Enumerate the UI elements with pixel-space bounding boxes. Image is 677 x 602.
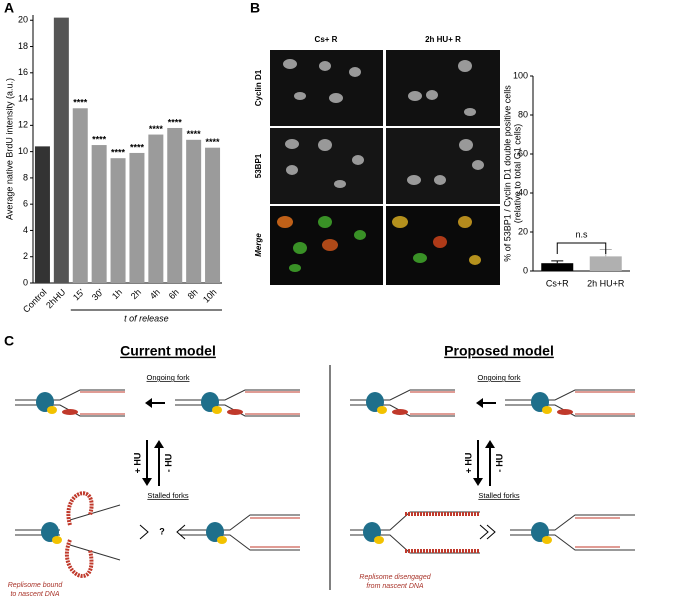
- note: Replisome disengaged: [359, 574, 431, 581]
- arrow-label: - HU: [163, 454, 173, 473]
- significance: ****: [206, 137, 221, 147]
- significance: ****: [73, 98, 88, 108]
- x-tick-label: 10h: [201, 287, 219, 305]
- y-tick-label: 2: [23, 251, 28, 261]
- y-tick-label: 10: [18, 146, 28, 156]
- y-tick-label: 40: [518, 187, 528, 197]
- significance: ****: [168, 117, 183, 127]
- significance: ****: [130, 142, 145, 152]
- y-tick-label: 100: [513, 70, 528, 80]
- y-tick-label: 4: [23, 225, 28, 235]
- significance: n.s: [575, 229, 588, 239]
- bar: [53, 17, 69, 284]
- bar: [541, 263, 574, 271]
- fork-label: Ongoing fork: [147, 373, 190, 382]
- image: [386, 50, 500, 126]
- bar: [205, 147, 221, 283]
- x-tick-label: 4h: [148, 287, 162, 301]
- x-tick-label: 30': [90, 287, 106, 303]
- y-axis-label: % of 53BP1 / Cyclin D1 double positive c…: [502, 85, 512, 262]
- x-tick-label: 2h HU+R: [587, 278, 625, 288]
- row-label: Merge: [254, 233, 263, 257]
- bar: [72, 108, 88, 284]
- x-tick-label: Cs+R: [546, 278, 569, 288]
- y-tick-label: 18: [18, 41, 28, 51]
- x-tick-label: 2h: [129, 287, 143, 301]
- bracket: [556, 242, 607, 254]
- y-tick-label: 0: [23, 277, 28, 287]
- bar: [186, 139, 202, 283]
- y-tick-label: 80: [518, 109, 528, 119]
- y-tick-label: 14: [18, 93, 28, 103]
- row-label: Cyclin D1: [254, 69, 263, 106]
- micrographs: Cs+ R 2h HU+ R Cyclin D1 53BP1 Merge: [254, 35, 500, 285]
- bar: [167, 127, 183, 283]
- y-tick-label: 60: [518, 148, 528, 158]
- x-tick-label: 15': [71, 287, 87, 303]
- significance: ****: [111, 148, 126, 158]
- y-tick-label: 20: [518, 226, 528, 236]
- y-tick-label: 12: [18, 120, 28, 130]
- y-tick-label: 8: [23, 172, 28, 182]
- panel-label: A: [4, 0, 14, 16]
- x-tick-label: 1h: [110, 287, 124, 301]
- note: to nascent DNA: [10, 591, 59, 598]
- note: Replisome bound: [8, 582, 64, 589]
- x-tick-label: 2hHU: [44, 287, 67, 310]
- panel-label: C: [4, 333, 14, 349]
- bar: [129, 152, 145, 283]
- y-tick-label: 20: [18, 15, 28, 25]
- bar: [589, 256, 622, 271]
- y-axis-label: (relative to total G1 cells): [512, 124, 522, 224]
- bar: [110, 158, 126, 283]
- x-tick-label: 6h: [167, 287, 181, 301]
- column-label: Cs+ R: [315, 35, 338, 44]
- fork-label: Stalled forks: [147, 491, 189, 500]
- x-axis-label: t of release: [124, 313, 169, 323]
- bar: [91, 145, 107, 283]
- y-tick-label: 6: [23, 199, 28, 209]
- error-bar: [551, 260, 564, 264]
- y-tick-label: 16: [18, 67, 28, 77]
- arrow-label: + HU: [132, 453, 142, 474]
- model-title: Proposed model: [444, 343, 554, 359]
- y-axis-label: Average native BrdU intensity (a.u.): [4, 78, 14, 220]
- x-tick-label: Control: [21, 287, 49, 315]
- column-label: 2h HU+ R: [425, 35, 461, 44]
- model-title: Current model: [120, 343, 216, 359]
- panel-label: B: [250, 0, 260, 16]
- fork-label: Stalled forks: [478, 491, 520, 500]
- significance: ****: [92, 134, 107, 144]
- diagram: Current model Proposed model Ongoing for…: [8, 343, 635, 598]
- row-label: 53BP1: [254, 153, 263, 178]
- y-tick-label: 0: [523, 265, 528, 275]
- bar: [148, 134, 164, 283]
- bar: [34, 146, 50, 283]
- x-tick-label: 8h: [186, 287, 200, 301]
- note: from nascent DNA: [366, 583, 424, 590]
- significance: ****: [187, 129, 202, 139]
- arrow-label: + HU: [463, 453, 473, 474]
- significance: ****: [149, 124, 164, 134]
- fork-label: Ongoing fork: [478, 373, 521, 382]
- question-mark: ?: [159, 526, 165, 536]
- arrow-label: - HU: [494, 454, 504, 473]
